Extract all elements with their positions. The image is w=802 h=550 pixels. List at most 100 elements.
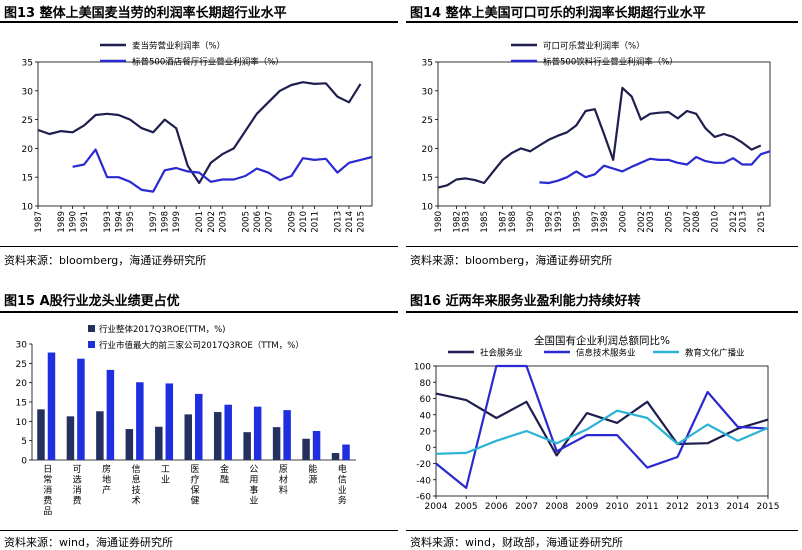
x-tick-label: 2013 (738, 211, 748, 233)
title-rule (406, 21, 798, 23)
x-tick-label: 1993 (103, 211, 113, 233)
x-tick-label: 2008 (692, 211, 702, 233)
x-tick-label: 2006 (485, 502, 508, 512)
panel-fig14: 图14 整体上美国可口可乐的利润率长期超行业水平 10 15 20 25 30 35 198… (406, 0, 802, 278)
x-tick-label: 1987 (499, 211, 509, 233)
x-tick-label: 2006 (253, 211, 263, 233)
chart-fig14: 10 15 20 25 30 35 1980 1982 1983 1985 1987 1988 1990… (422, 41, 771, 233)
chart-fig15: 0 5 10 15 20 25 30 日常消费品 可选消费 房地产 信息技术 工业 医疗保健 金融 公用事业… (16, 324, 356, 517)
x-tick-label: 1985 (480, 211, 490, 233)
y-tick-label: 30 (22, 87, 34, 97)
x-tick-label: 2010 (606, 502, 629, 512)
x-tick-label: 公用事业 (249, 464, 258, 507)
y-tick-label: 10 (22, 203, 34, 213)
bar (224, 404, 232, 460)
x-tick-label: 医疗保健 (190, 464, 199, 507)
series-line (37, 81, 362, 185)
x-tick-label: 房地产 (102, 463, 111, 496)
series-line (437, 86, 762, 189)
x-tick-label: 1995 (126, 211, 136, 233)
x-tick-label: 1997 (591, 211, 601, 233)
title-rule (406, 311, 798, 313)
y-tick-label: 0 (425, 444, 431, 454)
legend-swatch (88, 341, 95, 348)
title-rule (0, 21, 398, 23)
x-tick-label: 1983 (462, 211, 472, 233)
series-line (435, 364, 769, 489)
x-tick-label: 原材料 (279, 464, 288, 496)
x-tick-label: 1993 (554, 211, 564, 233)
bar (125, 429, 134, 460)
y-tick-label: 0 (21, 457, 27, 467)
x-tick-label: 1995 (572, 211, 582, 233)
x-tick-label: 1990 (526, 211, 536, 233)
x-tick-label: 1991 (80, 211, 90, 233)
y-tick-label: 20 (22, 145, 34, 155)
legend-label: 标普500饮料行业营业利润率（%） (543, 57, 678, 68)
source-note: 资料来源：bloomberg，海通证券研究所 (4, 254, 207, 267)
y-tick-label: 20 (420, 428, 432, 438)
x-tick-label: 2014 (726, 502, 749, 512)
bar (66, 416, 75, 460)
panel-fig16: 图16 近两年来服务业盈利能力持续好转 -60 -40 -20 0 20 40 60 80 10… (406, 284, 802, 549)
x-tick-label: 2002 (207, 211, 217, 233)
panel-fig15: 图15 A股行业龙头业绩更占优 0 5 10 15 20 25 30 日常消费品 可选消费 房地产… (0, 284, 400, 549)
x-tick-label: 信息技术 (132, 463, 141, 507)
bar (342, 444, 350, 460)
y-tick-label: 30 (16, 341, 28, 351)
bar (37, 409, 45, 460)
x-tick-label: 1997 (149, 211, 159, 233)
y-tick-label: 100 (414, 363, 431, 373)
x-tick-label: 2013 (333, 211, 343, 233)
legend-swatch (88, 325, 95, 332)
bar (136, 382, 144, 460)
y-tick-label: 20 (16, 379, 28, 389)
x-tick-label: 日常消费品 (43, 464, 52, 517)
x-tick-label: 2012 (666, 502, 689, 512)
x-tick-label: 1982 (452, 211, 462, 233)
panel-fig13: 图13 整体上美国麦当劳的利润率长期超行业水平 10 15 20 25 30 35 1987… (0, 0, 400, 278)
bar (312, 431, 321, 460)
x-tick-label: 2009 (575, 502, 598, 512)
y-tick-label: -60 (416, 493, 431, 503)
x-tick-label: 金融 (220, 463, 229, 486)
y-tick-label: 15 (422, 174, 433, 184)
y-tick-label: 25 (22, 116, 33, 126)
x-tick-label: 2003 (646, 211, 656, 233)
y-tick-label: 20 (422, 145, 434, 155)
bar (243, 432, 251, 460)
y-tick-label: 15 (16, 399, 27, 409)
y-tick-label: 25 (422, 116, 433, 126)
x-tick-label: 2008 (545, 502, 568, 512)
series-line (539, 150, 771, 185)
x-tick-label: 2013 (696, 502, 719, 512)
x-tick-label: 2012 (729, 211, 739, 233)
bar (331, 453, 340, 460)
x-tick-label: 2007 (683, 211, 693, 233)
source-rule (0, 246, 398, 247)
x-tick-label: 2011 (310, 211, 320, 233)
bar (195, 393, 203, 460)
legend-label: 麦当劳营业利润率（%） (132, 41, 225, 52)
x-tick-label: 2005 (665, 211, 675, 233)
y-tick-label: 35 (422, 59, 433, 69)
x-tick-label: 2010 (711, 211, 721, 233)
x-tick-label: 2000 (618, 211, 628, 233)
bar (302, 438, 310, 460)
bar (155, 426, 163, 460)
legend-label: 信息技术服务业 (576, 348, 636, 359)
x-tick-label: 2001 (195, 211, 205, 233)
x-tick-label: 1992 (545, 211, 555, 233)
x-tick-label: 2011 (636, 502, 659, 512)
y-tick-label: 30 (422, 87, 434, 97)
y-tick-label: 5 (21, 437, 27, 447)
legend-label: 行业整体2017Q3ROE(TTM，%) (99, 324, 225, 335)
legend-label: 社会服务业 (480, 348, 523, 359)
y-tick-label: 40 (420, 411, 432, 421)
bar (96, 411, 104, 460)
bar (77, 358, 85, 460)
panel-title: 图16 近两年来服务业盈利能力持续好转 (410, 294, 641, 309)
x-tick-label: 2009 (287, 211, 297, 233)
series-line (72, 148, 373, 193)
x-tick-label: 1989 (57, 211, 67, 233)
